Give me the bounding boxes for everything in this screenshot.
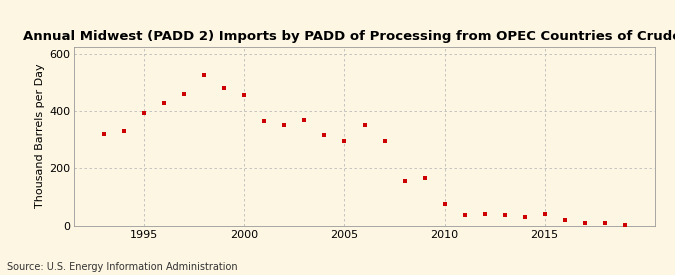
Point (199, 73, 210, 78)
Point (219, 86, 230, 90)
Title: Annual Midwest (PADD 2) Imports by PADD of Processing from OPEC Countries of Cru: Annual Midwest (PADD 2) Imports by PADD … (23, 30, 675, 43)
Point (479, 212, 490, 216)
Point (399, 179, 410, 183)
Point (239, 93, 250, 98)
Point (99, 132, 109, 136)
Point (579, 221, 590, 226)
Point (359, 123, 370, 128)
Point (459, 212, 470, 217)
Point (139, 110, 150, 115)
Y-axis label: Thousand Barrels per Day: Thousand Barrels per Day (35, 64, 45, 208)
Point (519, 215, 530, 219)
Point (179, 92, 190, 96)
Point (560, 218, 570, 222)
Point (299, 117, 310, 122)
Point (599, 221, 610, 226)
Point (259, 119, 270, 123)
Point (319, 133, 330, 138)
Point (339, 139, 350, 143)
Point (539, 212, 550, 216)
Point (119, 129, 130, 133)
Point (379, 139, 390, 143)
Point (500, 213, 510, 218)
Text: Source: U.S. Energy Information Administration: Source: U.S. Energy Information Administ… (7, 262, 238, 272)
Point (279, 123, 290, 128)
Point (620, 222, 630, 227)
Point (419, 176, 430, 180)
Point (439, 202, 450, 206)
Point (159, 100, 169, 105)
